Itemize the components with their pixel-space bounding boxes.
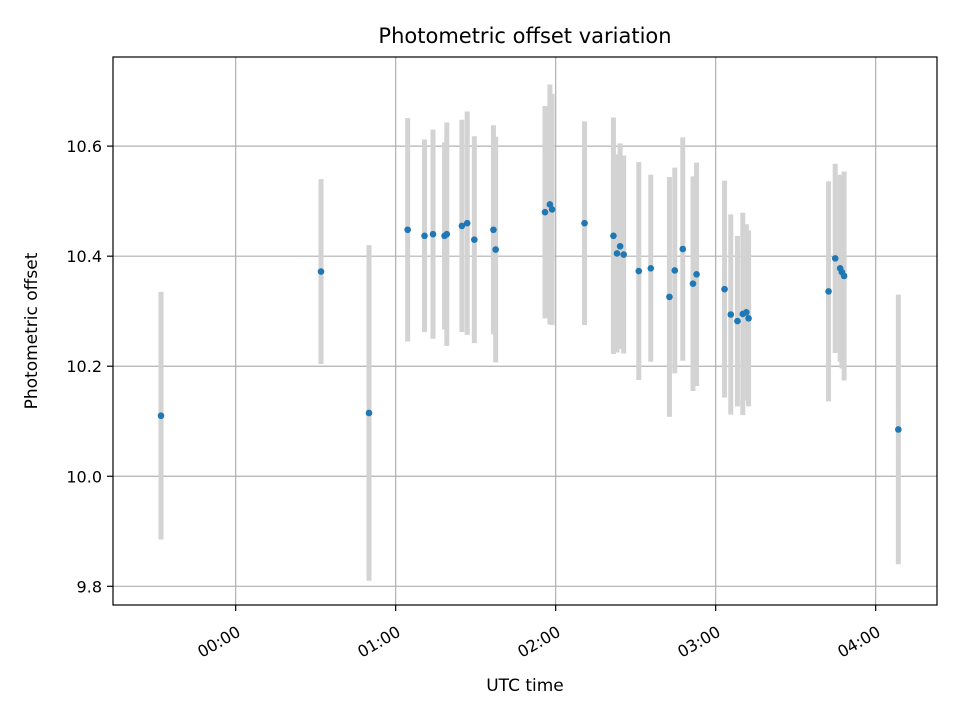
data-point [895,426,902,433]
data-point [689,280,697,287]
data-point [721,285,728,293]
data-point [317,268,325,275]
y-tick-label: 9.8 [77,577,102,596]
y-tick-label: 10.4 [66,247,102,266]
data-point [635,267,643,275]
chart-title: Photometric offset variation [378,24,671,48]
y-tick-label: 10.0 [66,467,102,486]
data-points [157,201,902,433]
plot-area-frame [112,56,938,606]
data-point [157,412,165,420]
data-point [421,232,428,240]
data-point [404,226,411,234]
data-point [840,272,848,280]
grid [113,57,937,605]
data-point [825,288,832,295]
data-point [581,219,588,227]
data-point [541,208,549,216]
x-axis-title: UTC time [486,676,564,696]
data-point [647,264,655,272]
y-tick-label: 10.2 [66,357,102,376]
data-point [443,230,451,238]
y-tick-label: 10.6 [66,137,102,156]
data-point [463,219,471,227]
data-point [831,255,839,262]
data-point [458,222,466,230]
data-point [734,317,741,325]
data-point [610,232,617,240]
data-point [671,267,679,274]
data-point [546,201,554,208]
data-point [613,250,621,257]
y-axis-title: Photometric offset [22,252,42,409]
data-point [429,230,437,238]
data-point [365,409,373,417]
data-point [620,251,627,258]
data-point [492,246,499,253]
data-point [727,311,735,318]
data-point [693,271,700,278]
data-point [666,293,673,301]
data-point [616,242,624,250]
data-point [743,308,750,316]
data-point [679,245,687,253]
data-point [745,315,752,322]
data-point [490,226,497,234]
data-point [548,206,556,213]
data-point [471,236,478,243]
